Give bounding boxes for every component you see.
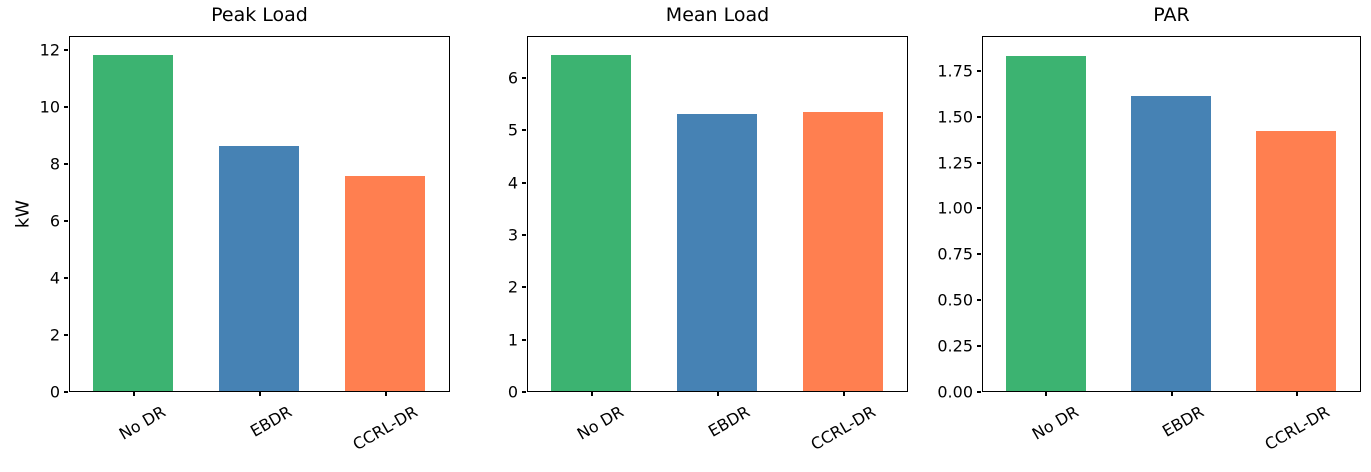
y-tick-mark bbox=[64, 106, 68, 109]
y-tick-label: 12 bbox=[39, 40, 60, 60]
x-tick-mark bbox=[842, 392, 845, 396]
y-tick-mark bbox=[522, 181, 526, 184]
y-tick-mark bbox=[522, 233, 526, 236]
bar-ccrl-dr bbox=[345, 176, 425, 391]
bar-no-dr bbox=[93, 54, 173, 391]
y-tick-mark bbox=[977, 207, 981, 210]
y-tick-label: 0.25 bbox=[937, 336, 973, 356]
y-tick-mark bbox=[64, 220, 68, 223]
x-tick-label: CCRL-DR bbox=[349, 402, 421, 455]
x-tick-label: No DR bbox=[573, 402, 627, 444]
x-tick-label: No DR bbox=[1028, 402, 1082, 444]
y-axis-label: kW bbox=[12, 199, 34, 229]
y-tick-mark bbox=[977, 161, 981, 164]
y-tick-mark bbox=[522, 129, 526, 132]
y-tick-mark bbox=[977, 69, 981, 72]
y-tick-label: 2 bbox=[49, 325, 60, 345]
x-tick-mark bbox=[1295, 392, 1298, 396]
x-tick-label: EBDR bbox=[246, 402, 295, 441]
y-tick-label: 6 bbox=[49, 211, 60, 231]
y-tick-label: 1.50 bbox=[937, 107, 973, 127]
x-tick-mark bbox=[1045, 392, 1048, 396]
y-tick-label: 1.00 bbox=[937, 198, 973, 218]
y-tick-mark bbox=[977, 299, 981, 302]
bar-ccrl-dr bbox=[1256, 130, 1337, 391]
y-tick-mark bbox=[64, 163, 68, 166]
y-tick-mark bbox=[64, 49, 68, 52]
y-tick-mark bbox=[522, 76, 526, 79]
y-tick-label: 3 bbox=[507, 225, 518, 245]
x-tick-mark bbox=[132, 392, 135, 396]
x-tick-mark bbox=[716, 392, 719, 396]
y-tick-label: 0 bbox=[507, 382, 518, 402]
x-tick-label: EBDR bbox=[704, 402, 753, 441]
y-tick-mark bbox=[522, 338, 526, 341]
y-tick-mark bbox=[977, 115, 981, 118]
y-tick-mark bbox=[522, 286, 526, 289]
bar-ebdr bbox=[677, 113, 757, 391]
x-tick-mark bbox=[384, 392, 387, 396]
x-tick-label: CCRL-DR bbox=[807, 402, 879, 455]
x-tick-label: CCRL-DR bbox=[1261, 402, 1333, 455]
x-tick-mark bbox=[258, 392, 261, 396]
x-tick-label: EBDR bbox=[1158, 402, 1207, 441]
y-tick-label: 1.25 bbox=[937, 153, 973, 173]
bar-ccrl-dr bbox=[803, 112, 883, 391]
y-tick-label: 0.50 bbox=[937, 290, 973, 310]
bar-no-dr bbox=[1005, 56, 1086, 391]
x-tick-mark bbox=[590, 392, 593, 396]
plot-area bbox=[982, 36, 1361, 392]
x-tick-label: No DR bbox=[115, 402, 169, 444]
x-tick-mark bbox=[1170, 392, 1173, 396]
y-tick-label: 5 bbox=[507, 120, 518, 140]
subplot-peak-load: Peak Load kW 0 2 4 6 8 10 12 No DR EBDR CCRL-DR bbox=[13, 4, 450, 454]
bar-ebdr bbox=[219, 146, 299, 391]
subplot-title: Mean Load bbox=[665, 4, 770, 26]
y-tick-mark bbox=[977, 345, 981, 348]
y-tick-mark bbox=[977, 391, 981, 393]
y-tick-label: 6 bbox=[507, 68, 518, 88]
y-tick-label: 0 bbox=[49, 382, 60, 402]
y-tick-label: 0.00 bbox=[937, 382, 973, 402]
y-tick-label: 1.75 bbox=[937, 61, 973, 81]
y-tick-label: 8 bbox=[49, 154, 60, 174]
y-tick-mark bbox=[977, 253, 981, 256]
subplot-title: Peak Load bbox=[211, 4, 308, 26]
y-tick-mark bbox=[64, 334, 68, 337]
y-tick-label: 1 bbox=[507, 330, 518, 350]
subplot-title: PAR bbox=[1153, 4, 1190, 26]
subplot-par: PAR 0.00 0.25 0.50 0.75 1.00 1.25 1.50 1.75 No DR… bbox=[937, 4, 1361, 454]
bar-ebdr bbox=[1131, 96, 1211, 391]
y-tick-mark bbox=[64, 391, 68, 393]
y-tick-label: 4 bbox=[507, 173, 518, 193]
y-tick-label: 0.75 bbox=[937, 244, 973, 264]
y-tick-label: 2 bbox=[507, 277, 518, 297]
y-tick-label: 10 bbox=[39, 97, 60, 117]
y-tick-mark bbox=[522, 391, 526, 393]
bar-no-dr bbox=[551, 54, 631, 391]
y-tick-label: 4 bbox=[49, 268, 60, 288]
y-tick-mark bbox=[64, 277, 68, 280]
plot-area bbox=[69, 36, 450, 392]
subplot-mean-load: Mean Load 0 1 2 3 4 5 6 No DR EBDR CCRL-DR bbox=[508, 4, 908, 454]
plot-area bbox=[527, 36, 908, 392]
